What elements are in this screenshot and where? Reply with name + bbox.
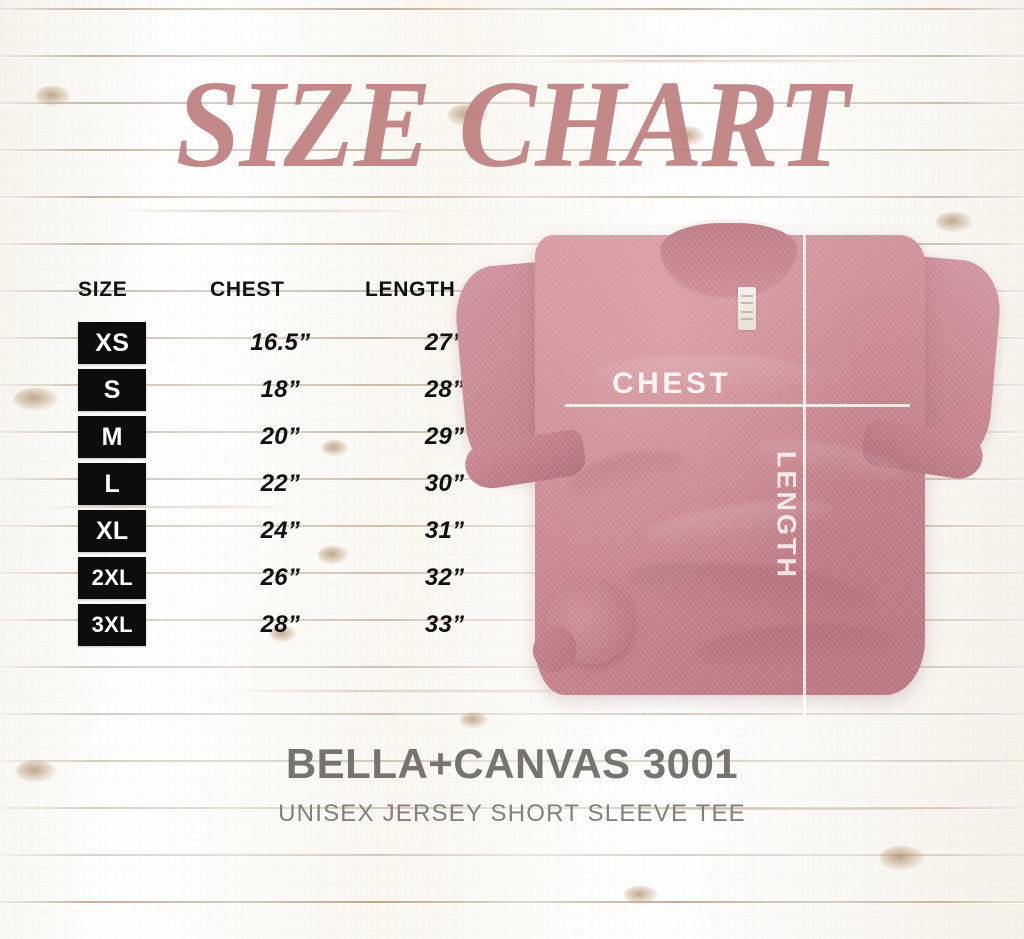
tshirt-collar bbox=[660, 223, 798, 301]
plank-seam bbox=[0, 854, 1024, 856]
plank-seam bbox=[0, 55, 1024, 57]
length-value: 33” bbox=[424, 611, 465, 638]
page-title: SIZE CHART bbox=[175, 55, 850, 195]
chest-value: 24” bbox=[260, 517, 301, 544]
chest-value: 16.5” bbox=[250, 329, 311, 356]
wood-knot bbox=[672, 126, 704, 146]
plank-seam bbox=[0, 666, 1024, 668]
wood-streak bbox=[120, 210, 420, 212]
chest-value: 26” bbox=[260, 564, 301, 591]
chest-value: 18” bbox=[260, 376, 301, 403]
plank-seam bbox=[0, 525, 1024, 527]
plank-seam bbox=[0, 572, 1024, 574]
wood-knot bbox=[36, 86, 70, 106]
wood-knot bbox=[936, 212, 972, 232]
wood-streak bbox=[600, 808, 980, 810]
size-label: 3XL bbox=[91, 612, 133, 637]
size-badge: S bbox=[78, 369, 147, 411]
wood-knot bbox=[460, 712, 488, 728]
size-label: L bbox=[104, 469, 121, 498]
plank-seam bbox=[0, 901, 1024, 903]
size-chart-table: SIZE CHEST LENGTH XS 16.5” 27” S 18” 28”… bbox=[78, 276, 498, 651]
plank-seam bbox=[0, 196, 1024, 198]
column-header-chest: CHEST bbox=[210, 278, 285, 301]
plank-seam bbox=[0, 713, 1024, 715]
table-row: XL 24” 31” bbox=[78, 510, 498, 552]
wood-knot bbox=[448, 104, 488, 126]
plank-seam bbox=[0, 149, 1024, 151]
size-label: S bbox=[103, 375, 121, 404]
plank-seam bbox=[0, 760, 1024, 762]
wood-knot bbox=[322, 440, 348, 456]
wood-knot bbox=[318, 546, 348, 564]
table-row: L 22” 30” bbox=[78, 463, 498, 505]
size-badge: 3XL bbox=[78, 604, 147, 646]
length-value: 31” bbox=[424, 517, 465, 544]
length-value: 29” bbox=[424, 423, 465, 450]
size-badge: XL bbox=[78, 510, 147, 552]
wood-knot bbox=[624, 886, 658, 904]
plank-seam bbox=[0, 102, 1024, 104]
chest-value: 22” bbox=[260, 470, 301, 497]
size-label: XL bbox=[95, 516, 129, 545]
table-header-row: SIZE CHEST LENGTH bbox=[78, 276, 498, 302]
wood-knot bbox=[16, 760, 56, 782]
size-badge: L bbox=[78, 463, 147, 505]
size-label: M bbox=[101, 422, 123, 451]
table-row: 2XL 26” 32” bbox=[78, 557, 498, 599]
plank-seam bbox=[0, 807, 1024, 809]
size-badge: M bbox=[78, 416, 147, 458]
wood-knot bbox=[880, 846, 924, 870]
plank-seam bbox=[0, 243, 1024, 245]
size-badge: 2XL bbox=[78, 557, 147, 599]
size-label: 2XL bbox=[91, 565, 133, 590]
column-header-size: SIZE bbox=[78, 278, 128, 301]
product-brand: BELLA+CANVAS 3001 bbox=[285, 740, 739, 787]
column-header-length: LENGTH bbox=[365, 278, 456, 301]
length-value: 30” bbox=[424, 470, 465, 497]
plank-seam bbox=[0, 619, 1024, 621]
length-value: 28” bbox=[424, 376, 465, 403]
size-badge: XS bbox=[78, 322, 147, 364]
wood-streak bbox=[540, 60, 900, 62]
table-row: M 20” 29” bbox=[78, 416, 498, 458]
wood-knot bbox=[270, 626, 296, 642]
plank-seam bbox=[0, 8, 1024, 10]
tshirt-mockup bbox=[451, 205, 1024, 735]
length-value: 32” bbox=[424, 564, 465, 591]
chest-value: 28” bbox=[260, 611, 301, 638]
fabric-fold bbox=[595, 355, 815, 395]
size-label: XS bbox=[95, 328, 130, 357]
wood-knot bbox=[14, 388, 58, 410]
tshirt-brand-tag bbox=[738, 287, 756, 330]
wood-streak bbox=[230, 690, 650, 692]
product-subtitle: UNISEX JERSEY SHORT SLEEVE TEE bbox=[278, 800, 746, 827]
chest-value: 20” bbox=[260, 423, 301, 450]
table-row: S 18” 28” bbox=[78, 369, 498, 411]
table-row: XS 16.5” 27” bbox=[78, 322, 498, 364]
wood-streak bbox=[40, 506, 300, 508]
table-row: 3XL 28” 33” bbox=[78, 604, 498, 646]
